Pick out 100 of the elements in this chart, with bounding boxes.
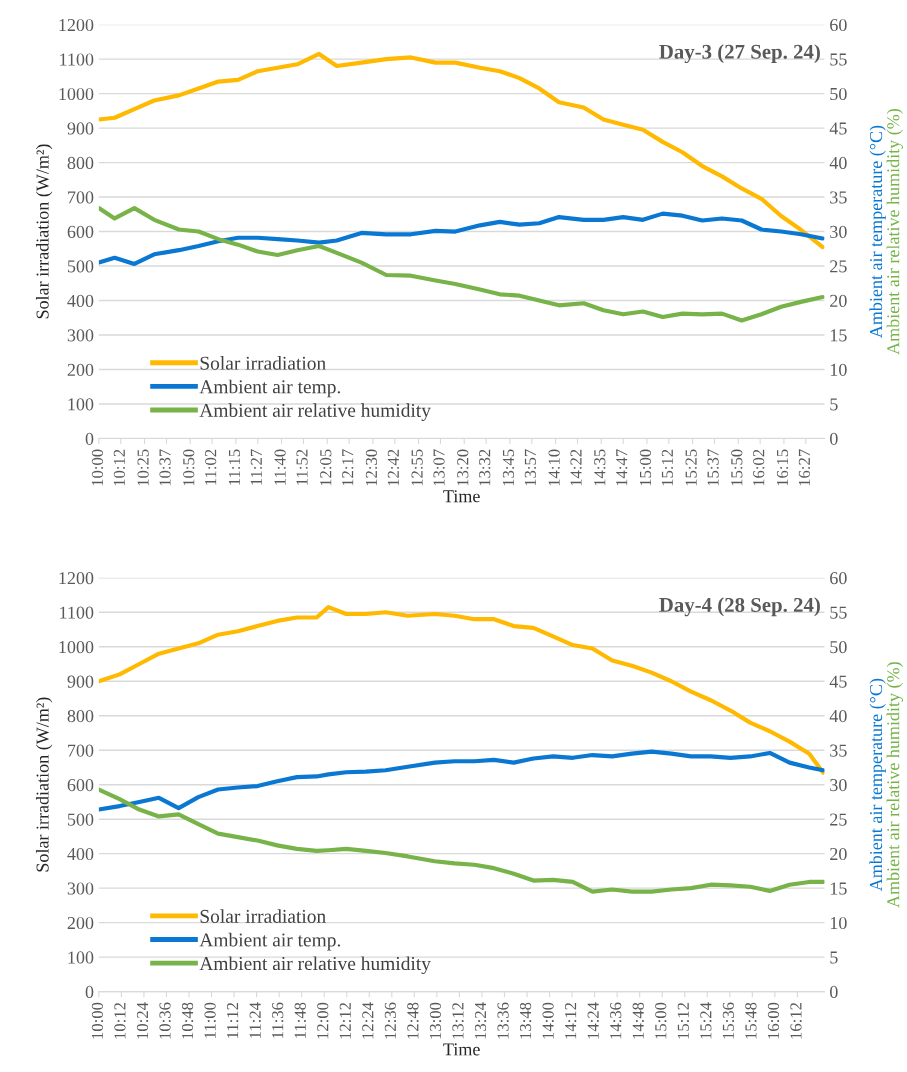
x-tick-label: 15:00 (655, 1002, 667, 1039)
x-tick-label: 14:47 (616, 449, 628, 486)
x-tick-label: 12:05 (320, 449, 332, 486)
x-tick-label: 10:12 (114, 1002, 126, 1039)
y2-tick-label: 40 (829, 710, 847, 723)
x-tick-label: 15:12 (661, 449, 674, 486)
y-tick-label: 200 (67, 916, 94, 930)
x-tick-label: 13:57 (524, 449, 537, 486)
x-tick-label: 14:12 (565, 1002, 577, 1039)
legend-label: Solar irradiation (200, 909, 326, 923)
x-tick-label: 10:37 (159, 449, 171, 486)
x-tick-label: 12:17 (342, 449, 354, 486)
x-tick-label: 15:36 (722, 1002, 735, 1039)
y-tick-label: 500 (67, 813, 94, 826)
y-tick-label: 1200 (59, 18, 94, 32)
line-series (98, 749, 825, 812)
x-tick-label: 13:45 (502, 449, 515, 486)
y2-tick-label: 30 (830, 778, 847, 792)
x-tick-label: 11:27 (250, 449, 263, 485)
y-tick-label: 500 (67, 260, 94, 273)
y2-tick-label: 50 (830, 87, 847, 101)
y2-tick-label: 55 (830, 606, 847, 619)
line-series (98, 787, 825, 894)
x-tick-label: 13:32 (479, 449, 491, 486)
x-tick-label: 13:00 (429, 1002, 442, 1039)
y-tick-label: 1000 (59, 641, 94, 654)
y-tick-label: 700 (68, 191, 94, 204)
x-tick-label: 11:15 (228, 449, 241, 485)
y-axis-title: Solar irradiation (W/m²) (35, 144, 53, 319)
y-axis-title: Solar irradiation (W/m²) (35, 697, 53, 872)
legend-label: Ambient air temp. (199, 379, 341, 398)
x-tick-label: 16:02 (753, 449, 765, 486)
text: Day-3 (27 Sep. 24) (659, 44, 820, 64)
x-tick-label: 11:48 (294, 1002, 306, 1038)
y2-tick-label: 0 (830, 985, 838, 999)
x-tick-label: 10:12 (113, 449, 126, 486)
x-tick-label: 11:52 (296, 449, 308, 485)
y-tick-label: 300 (67, 882, 94, 895)
text: Day-4 (28 Sep. 24) (659, 597, 820, 617)
x-tick-label: 10:48 (181, 1002, 194, 1039)
legend-label: Ambient air temp. (199, 932, 341, 951)
y2-tick-label: 45 (829, 675, 847, 688)
x-tick-label: 12:12 (339, 1002, 351, 1039)
x-tick-label: 12:42 (387, 449, 400, 486)
y2-tick-label: 25 (830, 813, 847, 826)
y-tick-label: 1100 (60, 606, 94, 619)
y2-tick-label: 25 (830, 260, 847, 273)
x-tick-label: 12:00 (317, 1002, 329, 1039)
y-tick-label: 900 (67, 122, 94, 135)
y2-tick-label: 5 (830, 398, 838, 411)
x-tick-label: 15:37 (707, 449, 719, 486)
x-tick-label: 11:02 (205, 449, 217, 485)
x-tick-label: 15:00 (639, 449, 652, 486)
x-tick-label: 15:48 (745, 1002, 757, 1039)
y2-tick-label: 55 (830, 53, 847, 66)
y2-tick-label: 20 (830, 294, 847, 307)
y2-tick-label: 15 (830, 882, 847, 895)
text: Ambient air relative humidity (%) (886, 662, 904, 908)
x-tick-label: 11:12 (227, 1002, 239, 1038)
x-tick-label: 10:00 (91, 449, 104, 486)
y-tick-label: 0 (85, 432, 94, 445)
y-tick-label: 400 (67, 847, 94, 861)
x-axis-title: Time (443, 490, 480, 503)
y-tick-label: 200 (67, 363, 94, 376)
y-tick-label: 100 (68, 398, 94, 411)
x-axis-title: Time (443, 1043, 480, 1056)
x-tick-label: 10:00 (91, 1002, 104, 1039)
y2-axis-title: Ambient air temperature (°C) (869, 678, 886, 892)
y2-tick-label: 60 (830, 572, 847, 585)
x-tick-label: 12:36 (384, 1002, 397, 1039)
y2-tick-label: 45 (829, 122, 847, 135)
x-tick-label: 13:20 (457, 449, 469, 486)
y-tick-label: 800 (67, 156, 94, 170)
line-series (98, 211, 825, 267)
y2-tick-label: 30 (830, 225, 847, 238)
y-tick-label: 600 (67, 225, 94, 238)
y2-tick-label: 40 (829, 156, 847, 170)
x-tick-label: 13:48 (519, 1002, 532, 1039)
y2-tick-label: 5 (830, 951, 838, 964)
y-tick-label: 100 (68, 951, 94, 964)
y2-tick-label: 10 (830, 916, 847, 930)
text: Ambient air relative humidity (%) (886, 109, 904, 355)
y2-tick-label: 10 (830, 363, 847, 376)
x-tick-label: 14:00 (542, 1002, 554, 1039)
y-tick-label: 1100 (60, 53, 94, 66)
x-tick-label: 16:00 (767, 1002, 780, 1039)
x-tick-label: 14:36 (610, 1002, 622, 1039)
y2-axis-title: Ambient air temperature (°C) (869, 125, 886, 339)
x-tick-label: 10:25 (137, 449, 149, 486)
line-series (98, 206, 825, 323)
x-tick-label: 16:12 (790, 1002, 802, 1039)
y-tick-label: 1200 (59, 572, 94, 585)
x-tick-label: 11:00 (204, 1002, 216, 1038)
x-tick-label: 10:24 (136, 1002, 149, 1039)
y-tick-label: 1000 (59, 87, 94, 101)
y2-tick-label: 35 (830, 191, 847, 204)
y-tick-label: 300 (67, 329, 94, 342)
y-tick-label: 700 (68, 744, 94, 757)
y2-tick-label: 60 (830, 18, 847, 32)
x-tick-label: 14:48 (632, 1002, 644, 1039)
